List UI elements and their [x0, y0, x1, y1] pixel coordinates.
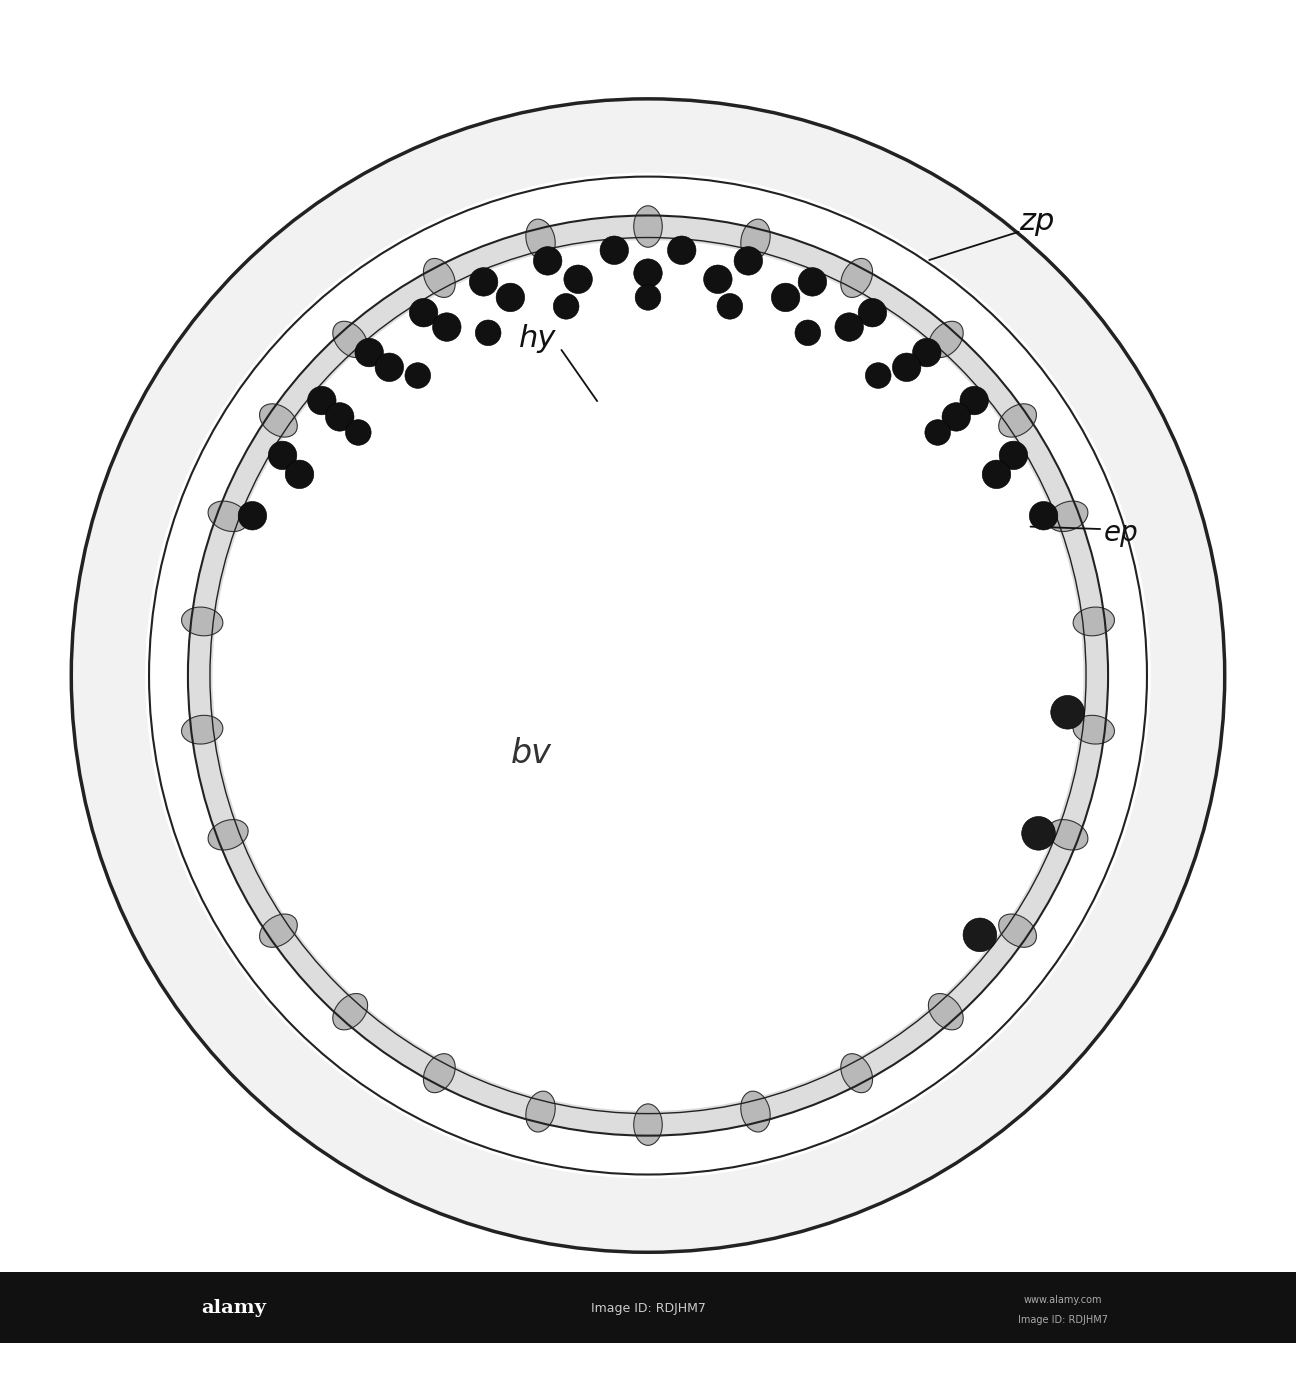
Circle shape — [355, 338, 384, 367]
Circle shape — [798, 268, 827, 296]
Ellipse shape — [841, 259, 872, 297]
Circle shape — [496, 284, 525, 311]
Ellipse shape — [424, 259, 455, 297]
Ellipse shape — [841, 1054, 872, 1093]
Ellipse shape — [928, 321, 963, 357]
Ellipse shape — [333, 994, 368, 1030]
Ellipse shape — [634, 1104, 662, 1145]
Ellipse shape — [741, 1091, 770, 1131]
Ellipse shape — [1073, 607, 1115, 635]
Ellipse shape — [259, 404, 297, 436]
Circle shape — [858, 299, 886, 327]
Circle shape — [564, 265, 592, 293]
Ellipse shape — [1048, 502, 1087, 531]
Circle shape — [635, 285, 661, 310]
Circle shape — [771, 284, 800, 311]
Text: zp: zp — [1019, 207, 1055, 236]
Circle shape — [963, 917, 997, 952]
Circle shape — [268, 441, 297, 470]
Circle shape — [835, 313, 863, 342]
Ellipse shape — [999, 404, 1037, 436]
Ellipse shape — [741, 220, 770, 260]
Circle shape — [476, 320, 502, 346]
Ellipse shape — [1073, 716, 1115, 744]
Circle shape — [634, 259, 662, 288]
Circle shape — [704, 265, 732, 293]
Circle shape — [553, 293, 579, 320]
Circle shape — [307, 386, 336, 414]
Circle shape — [410, 299, 438, 327]
Circle shape — [534, 246, 562, 275]
Circle shape — [469, 268, 498, 296]
Circle shape — [188, 215, 1108, 1136]
Ellipse shape — [424, 1054, 455, 1093]
Ellipse shape — [209, 502, 248, 531]
Circle shape — [1051, 695, 1085, 730]
Ellipse shape — [999, 915, 1037, 947]
Circle shape — [667, 236, 696, 264]
Circle shape — [1029, 502, 1058, 530]
Ellipse shape — [634, 206, 662, 247]
Ellipse shape — [181, 716, 223, 744]
Circle shape — [1021, 816, 1055, 851]
Text: Image ID: RDJHM7: Image ID: RDJHM7 — [591, 1301, 705, 1315]
Ellipse shape — [526, 1091, 555, 1131]
Ellipse shape — [333, 321, 368, 357]
Circle shape — [794, 320, 820, 346]
Circle shape — [734, 246, 762, 275]
Ellipse shape — [209, 820, 248, 851]
Text: hy: hy — [520, 324, 556, 353]
Circle shape — [145, 172, 1151, 1179]
Circle shape — [999, 441, 1028, 470]
Circle shape — [912, 338, 941, 367]
Text: alamy: alamy — [201, 1300, 266, 1316]
Circle shape — [717, 293, 743, 320]
Circle shape — [866, 363, 892, 388]
Circle shape — [925, 420, 950, 445]
Text: Image ID: RDJHM7: Image ID: RDJHM7 — [1017, 1315, 1108, 1325]
Ellipse shape — [928, 994, 963, 1030]
Circle shape — [942, 403, 971, 431]
Text: bv: bv — [511, 737, 552, 770]
Text: www.alamy.com: www.alamy.com — [1024, 1295, 1102, 1305]
Circle shape — [149, 177, 1147, 1175]
Ellipse shape — [259, 915, 297, 947]
Text: ep: ep — [1104, 518, 1138, 548]
Ellipse shape — [526, 220, 555, 260]
Circle shape — [893, 353, 921, 381]
Circle shape — [433, 313, 461, 342]
Ellipse shape — [1048, 820, 1087, 851]
Circle shape — [982, 460, 1011, 489]
Circle shape — [213, 240, 1083, 1111]
Circle shape — [285, 460, 314, 489]
Circle shape — [375, 353, 403, 381]
Circle shape — [960, 386, 989, 414]
Circle shape — [238, 502, 267, 530]
Circle shape — [71, 99, 1225, 1252]
Bar — [0, 1272, 1296, 1343]
Ellipse shape — [181, 607, 223, 635]
Circle shape — [404, 363, 430, 388]
Circle shape — [325, 403, 354, 431]
Circle shape — [600, 236, 629, 264]
Circle shape — [346, 420, 371, 445]
